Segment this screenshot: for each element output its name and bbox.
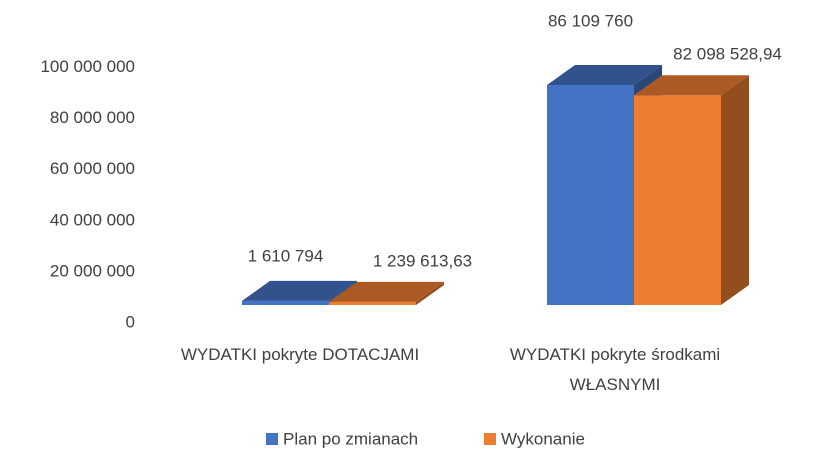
legend-label: Wykonanie xyxy=(501,429,585,448)
value-label: 1 610 794 xyxy=(248,246,324,265)
bar-side xyxy=(721,75,749,306)
y-tick-label: 100 000 000 xyxy=(40,57,135,76)
bar-top xyxy=(634,75,749,96)
y-tick-label: 0 xyxy=(126,312,135,331)
bar xyxy=(547,84,634,305)
bar-top xyxy=(547,64,662,85)
legend-swatch xyxy=(266,433,278,445)
value-label: 1 239 613,63 xyxy=(373,251,472,270)
bar xyxy=(634,95,721,306)
legend-label: Plan po zmianach xyxy=(283,429,418,448)
bar-side xyxy=(416,281,444,305)
legend-swatch xyxy=(484,433,496,445)
x-tick-label: WYDATKI pokryte środkami WŁASNYMI xyxy=(509,345,721,394)
y-tick-label: 60 000 000 xyxy=(50,159,135,178)
value-label: 86 109 760 xyxy=(548,11,633,30)
bar-top xyxy=(329,281,444,302)
value-label: 82 098 528,94 xyxy=(673,45,782,64)
y-tick-label: 40 000 000 xyxy=(50,210,135,229)
x-tick-label: WYDATKI pokryte DOTACJAMI xyxy=(180,345,420,364)
y-tick-label: 20 000 000 xyxy=(50,261,135,280)
y-tick-label: 80 000 000 xyxy=(50,108,135,127)
bar xyxy=(242,300,329,305)
bar xyxy=(329,301,416,305)
bar-top xyxy=(242,280,357,301)
